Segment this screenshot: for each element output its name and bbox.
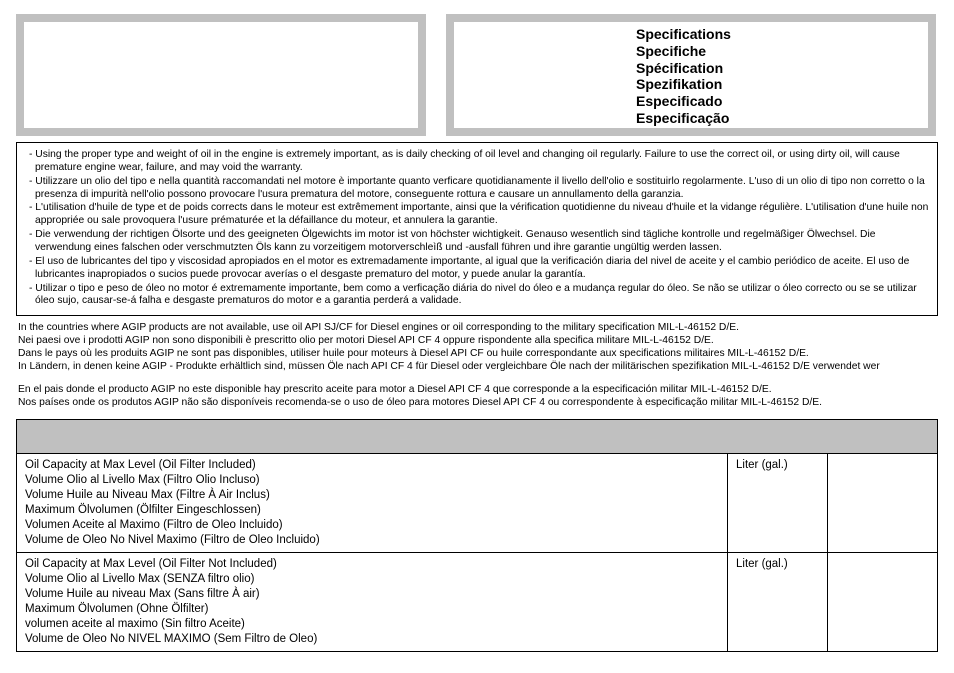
row1-en: Oil Capacity at Max Level (Oil Filter In… <box>25 458 719 473</box>
header-row: Specifications Specifiche Spécification … <box>16 14 938 136</box>
agip-note-pt: Nos países onde os produtos AGIP não são… <box>18 397 938 410</box>
row1-de: Maximum Ölvolumen (Ölfilter Eingeschloss… <box>25 503 719 518</box>
agip-note-de: In Ländern, in denen keine AGIP - Produk… <box>18 361 938 374</box>
top-left-empty-box <box>16 14 426 136</box>
warning-es: El uso de lubricantes del tipo y viscosi… <box>27 256 929 282</box>
table-row: Oil Capacity at Max Level (Oil Filter No… <box>17 552 937 651</box>
row1-value <box>827 454 937 552</box>
row2-en: Oil Capacity at Max Level (Oil Filter No… <box>25 557 719 572</box>
agip-note-es: En el pais donde el producto AGIP no est… <box>18 384 938 397</box>
oil-capacity-without-filter-label: Oil Capacity at Max Level (Oil Filter No… <box>17 553 727 651</box>
warning-it: Utilizzare un olio del tipo e nella quan… <box>27 176 929 202</box>
warning-pt: Utilizar o tipo e peso de óleo no motor … <box>27 283 929 309</box>
table-row: Oil Capacity at Max Level (Oil Filter In… <box>17 453 937 552</box>
row2-de: Maximum Ölvolumen (Ohne Ölfilter) <box>25 602 719 617</box>
row2-es: volumen aceite al maximo (Sin filtro Ace… <box>25 617 719 632</box>
table-header-value <box>827 420 937 453</box>
row2-unit: Liter (gal.) <box>727 553 827 651</box>
warning-fr: L'utilisation d'huile de type et de poid… <box>27 202 929 228</box>
page-root: Specifications Specifiche Spécification … <box>0 0 954 666</box>
row1-es: Volumen Aceite al Maximo (Filtro de Oleo… <box>25 518 719 533</box>
warning-box: Using the proper type and weight of oil … <box>16 142 938 316</box>
row2-value <box>827 553 937 651</box>
row1-pt: Volume de Oleo No Nivel Maximo (Filtro d… <box>25 533 719 548</box>
agip-note-en: In the countries where AGIP products are… <box>18 322 938 335</box>
specifications-title-box: Specifications Specifiche Spécification … <box>446 14 936 136</box>
row1-unit: Liter (gal.) <box>727 454 827 552</box>
spec-title-de: Spezifikation <box>466 76 916 93</box>
warning-de: Die verwendung der richtigen Ölsorte und… <box>27 229 929 255</box>
agip-note-block-2: En el pais donde el producto AGIP no est… <box>16 384 938 410</box>
spec-title-it: Specifiche <box>466 43 916 60</box>
spec-title-fr: Spécification <box>466 60 916 77</box>
agip-note-it: Nei paesi ove i prodotti AGIP non sono d… <box>18 335 938 348</box>
table-header-unit <box>727 420 827 453</box>
table-header-row <box>17 419 937 453</box>
row2-fr: Volume Huile au niveau Max (Sans filtre … <box>25 587 719 602</box>
row2-pt: Volume de Oleo No NIVEL MAXIMO (Sem Filt… <box>25 632 719 647</box>
spec-title-es: Especificado <box>466 93 916 110</box>
spec-title-en: Specifications <box>466 26 916 43</box>
agip-note-fr: Dans le pays où les produits AGIP ne son… <box>18 348 938 361</box>
row1-it: Volume Olio al Livello Max (Filtro Olio … <box>25 473 719 488</box>
spec-title-pt: Especificação <box>466 110 916 127</box>
oil-capacity-table: Oil Capacity at Max Level (Oil Filter In… <box>16 419 938 651</box>
warning-en: Using the proper type and weight of oil … <box>27 149 929 175</box>
oil-capacity-with-filter-label: Oil Capacity at Max Level (Oil Filter In… <box>17 454 727 552</box>
agip-note-block-1: In the countries where AGIP products are… <box>16 322 938 373</box>
row1-fr: Volume Huile au Niveau Max (Filtre À Air… <box>25 488 719 503</box>
table-header-label <box>17 420 727 453</box>
row2-it: Volume Olio al Livello Max (SENZA filtro… <box>25 572 719 587</box>
